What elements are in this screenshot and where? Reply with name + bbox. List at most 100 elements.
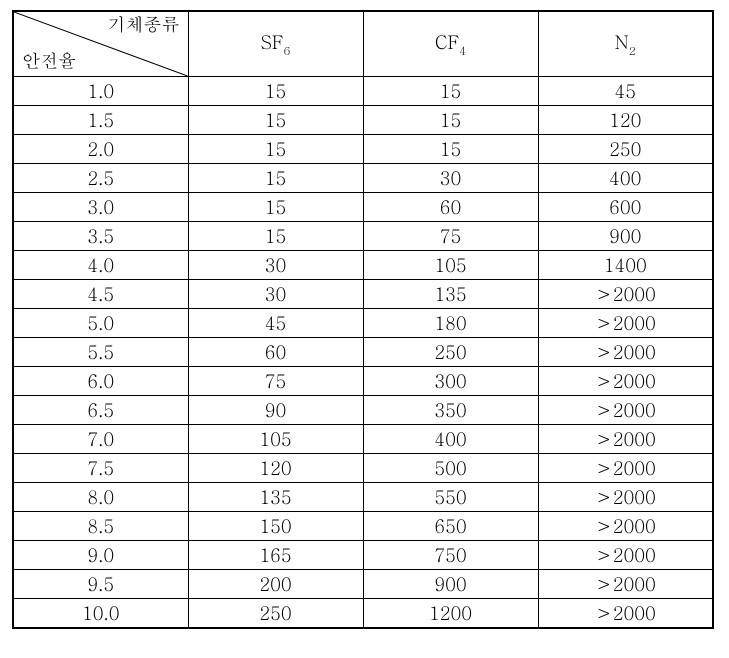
cell-value: 900 [363,570,538,599]
table-body: 1.01515451.515151202.015152502.515304003… [13,77,713,629]
cell-value: ＞2000 [538,454,713,483]
table-row: 9.0165750＞2000 [13,541,713,570]
cell-value: 250 [363,338,538,367]
column-header-sub: 4 [459,43,466,59]
cell-value: 250 [188,599,363,629]
table-row: 8.0135550＞2000 [13,483,713,512]
cell-value: 1400 [538,251,713,280]
cell-value: 60 [363,193,538,222]
column-header-sf6: SF6 [188,11,363,77]
row-label: 6.0 [13,367,188,396]
row-label: 1.0 [13,77,188,106]
cell-value: 60 [188,338,363,367]
cell-value: 30 [363,164,538,193]
row-label: 6.5 [13,396,188,425]
column-header-sub: 2 [629,43,636,59]
table-row: 10.02501200＞2000 [13,599,713,629]
cell-value: ＞2000 [538,367,713,396]
cell-value: 30 [188,251,363,280]
row-label: 5.0 [13,309,188,338]
cell-value: 750 [363,541,538,570]
cell-value: 15 [363,135,538,164]
cell-value: ＞2000 [538,541,713,570]
cell-value: ＞2000 [538,280,713,309]
table-row: 3.01560600 [13,193,713,222]
cell-value: ＞2000 [538,425,713,454]
cell-value: 400 [538,164,713,193]
cell-value: 900 [538,222,713,251]
cell-value: 75 [363,222,538,251]
cell-value: 550 [363,483,538,512]
row-label: 4.5 [13,280,188,309]
cell-value: 15 [188,193,363,222]
cell-value: ＞2000 [538,512,713,541]
row-label: 10.0 [13,599,188,629]
column-header-base: CF [435,30,459,55]
table-row: 9.5200900＞2000 [13,570,713,599]
column-header-base: SF [261,30,284,55]
row-label: 3.5 [13,222,188,251]
cell-value: 135 [188,483,363,512]
cell-value: 120 [538,106,713,135]
cell-value: 15 [363,106,538,135]
table-row: 3.51575900 [13,222,713,251]
cell-value: 45 [188,309,363,338]
table-row: 4.530135＞2000 [13,280,713,309]
row-label: 7.5 [13,454,188,483]
cell-value: 75 [188,367,363,396]
cell-value: 15 [188,135,363,164]
cell-value: 90 [188,396,363,425]
cell-value: 180 [363,309,538,338]
table-row: 7.0105400＞2000 [13,425,713,454]
cell-value: 600 [538,193,713,222]
cell-value: 105 [188,425,363,454]
row-label: 7.0 [13,425,188,454]
cell-value: 15 [188,222,363,251]
column-header-base: N [615,30,629,55]
table-header: 기체종류 안전율 SF6 CF4 N2 [13,11,713,77]
cell-value: 400 [363,425,538,454]
cell-value: 500 [363,454,538,483]
column-header-sub: 6 [283,43,290,59]
row-label: 4.0 [13,251,188,280]
cell-value: 45 [538,77,713,106]
table-row: 5.560250＞2000 [13,338,713,367]
table-row: 5.045180＞2000 [13,309,713,338]
cell-value: ＞2000 [538,483,713,512]
cell-value: 1200 [363,599,538,629]
cell-value: 350 [363,396,538,425]
cell-value: 15 [188,106,363,135]
row-label: 1.5 [13,106,188,135]
cell-value: ＞2000 [538,599,713,629]
table-row: 8.5150650＞2000 [13,512,713,541]
cell-value: ＞2000 [538,338,713,367]
row-label: 9.0 [13,541,188,570]
cell-value: 135 [363,280,538,309]
row-label: 9.5 [13,570,188,599]
row-label: 2.0 [13,135,188,164]
table-row: 1.51515120 [13,106,713,135]
row-label: 3.0 [13,193,188,222]
cell-value: 30 [188,280,363,309]
table-row: 2.01515250 [13,135,713,164]
cell-value: 15 [188,164,363,193]
header-top-label: 기체종류 [108,16,180,34]
cell-value: 300 [363,367,538,396]
row-label: 8.0 [13,483,188,512]
cell-value: ＞2000 [538,309,713,338]
table-row: 2.51530400 [13,164,713,193]
cell-value: 250 [538,135,713,164]
cell-value: 15 [188,77,363,106]
table-row: 6.075300＞2000 [13,367,713,396]
diagonal-header-cell: 기체종류 안전율 [13,11,188,77]
row-label: 8.5 [13,512,188,541]
data-table: 기체종류 안전율 SF6 CF4 N2 1.01515451.515151202… [12,10,714,629]
cell-value: 200 [188,570,363,599]
header-bottom-label: 안전율 [22,52,76,70]
header-row: 기체종류 안전율 SF6 CF4 N2 [13,11,713,77]
table-row: 1.0151545 [13,77,713,106]
cell-value: ＞2000 [538,570,713,599]
column-header-n2: N2 [538,11,713,77]
row-label: 2.5 [13,164,188,193]
cell-value: 105 [363,251,538,280]
